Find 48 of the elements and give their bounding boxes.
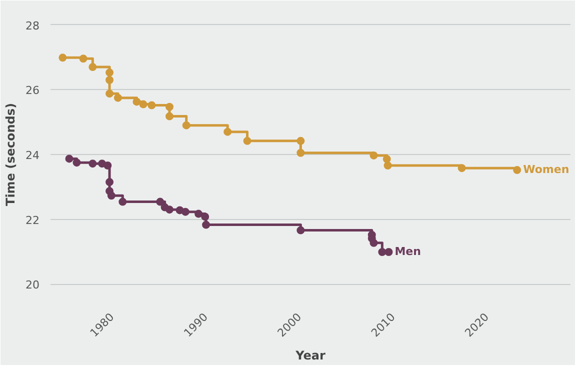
point <box>106 178 114 186</box>
y-tick-label: 20 <box>26 278 40 292</box>
point <box>106 68 114 77</box>
series-label: Men <box>394 245 421 258</box>
point <box>165 112 174 120</box>
point <box>181 208 190 216</box>
point <box>88 160 97 168</box>
series-label: Women <box>523 163 570 176</box>
y-tick-label: 28 <box>26 19 40 32</box>
point <box>165 102 174 111</box>
point <box>382 155 391 164</box>
x-axis-title: Year <box>294 348 326 363</box>
y-tick-label: 26 <box>26 84 40 98</box>
point <box>72 158 81 167</box>
point <box>58 54 67 62</box>
point <box>201 212 210 221</box>
point <box>114 94 122 102</box>
point <box>384 248 393 256</box>
y-axis-title: Time (seconds) <box>4 102 18 206</box>
point <box>132 98 141 106</box>
point <box>243 136 252 145</box>
point <box>513 166 522 174</box>
y-tick-label: 22 <box>26 214 40 227</box>
point <box>165 206 174 214</box>
point <box>182 121 190 130</box>
point <box>458 164 466 172</box>
point <box>79 54 88 63</box>
point <box>148 101 156 110</box>
point <box>194 210 203 218</box>
point <box>224 128 232 136</box>
point <box>106 76 114 84</box>
point <box>384 162 392 170</box>
point <box>88 63 97 72</box>
point <box>296 136 305 145</box>
point <box>65 154 74 163</box>
point <box>202 220 210 229</box>
point <box>107 192 116 200</box>
point <box>139 100 148 108</box>
point <box>296 148 305 157</box>
point <box>378 248 386 256</box>
point <box>156 198 164 206</box>
point <box>118 198 127 206</box>
point <box>370 151 378 160</box>
y-tick-label: 24 <box>26 149 40 162</box>
point <box>296 226 305 234</box>
point <box>104 162 112 170</box>
point <box>106 90 114 98</box>
point <box>370 238 378 247</box>
